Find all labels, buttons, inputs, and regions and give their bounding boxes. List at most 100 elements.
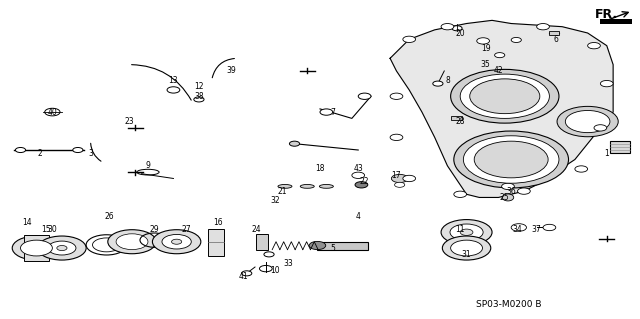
Text: SP03-M0200 B: SP03-M0200 B bbox=[476, 300, 541, 309]
Circle shape bbox=[167, 87, 180, 93]
Ellipse shape bbox=[502, 194, 514, 201]
Circle shape bbox=[594, 125, 607, 131]
Circle shape bbox=[394, 182, 404, 187]
Circle shape bbox=[309, 241, 326, 250]
Circle shape bbox=[451, 69, 559, 123]
Circle shape bbox=[12, 236, 61, 260]
Circle shape bbox=[116, 234, 148, 250]
Text: 9: 9 bbox=[145, 161, 150, 170]
Circle shape bbox=[441, 24, 454, 30]
Text: 22: 22 bbox=[360, 177, 369, 186]
Ellipse shape bbox=[278, 184, 292, 188]
Circle shape bbox=[537, 24, 549, 30]
Circle shape bbox=[433, 81, 443, 86]
Text: 8: 8 bbox=[445, 76, 450, 85]
Circle shape bbox=[463, 136, 559, 183]
Polygon shape bbox=[390, 20, 613, 197]
Text: 32: 32 bbox=[271, 196, 280, 205]
Circle shape bbox=[454, 191, 467, 197]
Text: 31: 31 bbox=[461, 250, 472, 259]
Text: 24: 24 bbox=[252, 225, 261, 234]
Text: 25: 25 bbox=[500, 193, 509, 202]
Text: 29: 29 bbox=[150, 225, 159, 234]
Circle shape bbox=[355, 182, 368, 188]
Text: FR.: FR. bbox=[595, 8, 618, 20]
Text: 1: 1 bbox=[604, 149, 609, 158]
Bar bbox=[24, 235, 49, 261]
Text: 6: 6 bbox=[554, 35, 558, 44]
Text: 2: 2 bbox=[37, 149, 42, 158]
Ellipse shape bbox=[137, 169, 159, 175]
Circle shape bbox=[470, 79, 540, 114]
Text: 17: 17 bbox=[392, 171, 401, 180]
Circle shape bbox=[441, 219, 492, 245]
Text: 34: 34 bbox=[513, 225, 522, 234]
Text: 33: 33 bbox=[284, 259, 293, 268]
Circle shape bbox=[108, 230, 156, 254]
Text: 18: 18 bbox=[316, 165, 324, 174]
Circle shape bbox=[352, 172, 365, 178]
Text: 21: 21 bbox=[277, 187, 287, 196]
Text: 5: 5 bbox=[330, 243, 335, 253]
Circle shape bbox=[45, 108, 60, 116]
Circle shape bbox=[390, 93, 403, 100]
Text: 26: 26 bbox=[105, 212, 115, 221]
Ellipse shape bbox=[300, 184, 314, 188]
Circle shape bbox=[518, 188, 531, 194]
Text: 4: 4 bbox=[356, 212, 361, 221]
Text: 37: 37 bbox=[532, 225, 541, 234]
Circle shape bbox=[474, 141, 548, 178]
Circle shape bbox=[194, 97, 204, 102]
Bar bbox=[600, 19, 632, 24]
Text: 28: 28 bbox=[456, 117, 465, 126]
Circle shape bbox=[264, 252, 274, 257]
Circle shape bbox=[543, 224, 556, 231]
Circle shape bbox=[451, 240, 483, 256]
Circle shape bbox=[588, 42, 600, 49]
Circle shape bbox=[259, 265, 272, 272]
Bar bbox=[317, 242, 368, 250]
Circle shape bbox=[460, 74, 549, 118]
Circle shape bbox=[565, 110, 610, 133]
Text: 43: 43 bbox=[353, 165, 363, 174]
Circle shape bbox=[358, 93, 371, 100]
Text: 14: 14 bbox=[22, 218, 32, 227]
Circle shape bbox=[38, 236, 86, 260]
Text: 11: 11 bbox=[456, 225, 465, 234]
Text: 38: 38 bbox=[194, 92, 204, 101]
Text: 10: 10 bbox=[271, 266, 280, 275]
Text: 35: 35 bbox=[481, 60, 490, 69]
Text: 16: 16 bbox=[213, 218, 223, 227]
Text: 40: 40 bbox=[47, 108, 57, 116]
Text: 12: 12 bbox=[194, 82, 204, 91]
Circle shape bbox=[403, 175, 415, 182]
Circle shape bbox=[289, 141, 300, 146]
Circle shape bbox=[460, 229, 473, 235]
Text: 36: 36 bbox=[506, 187, 516, 196]
Circle shape bbox=[392, 174, 408, 182]
Circle shape bbox=[477, 38, 490, 44]
Text: 42: 42 bbox=[493, 66, 503, 76]
Circle shape bbox=[242, 271, 252, 276]
Circle shape bbox=[452, 26, 462, 31]
Circle shape bbox=[442, 236, 491, 260]
Text: 39: 39 bbox=[226, 66, 236, 76]
Circle shape bbox=[48, 241, 76, 255]
Text: 13: 13 bbox=[168, 76, 179, 85]
Circle shape bbox=[511, 224, 527, 231]
Bar bbox=[256, 234, 268, 250]
Circle shape bbox=[15, 147, 26, 152]
Text: 41: 41 bbox=[239, 272, 248, 281]
Text: 27: 27 bbox=[181, 225, 191, 234]
Circle shape bbox=[172, 239, 182, 244]
Circle shape bbox=[502, 183, 515, 189]
Text: 7: 7 bbox=[330, 108, 335, 116]
Circle shape bbox=[403, 36, 415, 42]
Bar bbox=[451, 116, 462, 120]
Circle shape bbox=[152, 230, 201, 254]
Circle shape bbox=[575, 166, 588, 172]
Text: 23: 23 bbox=[124, 117, 134, 126]
Circle shape bbox=[600, 80, 613, 87]
Circle shape bbox=[162, 234, 191, 249]
Circle shape bbox=[320, 109, 333, 115]
